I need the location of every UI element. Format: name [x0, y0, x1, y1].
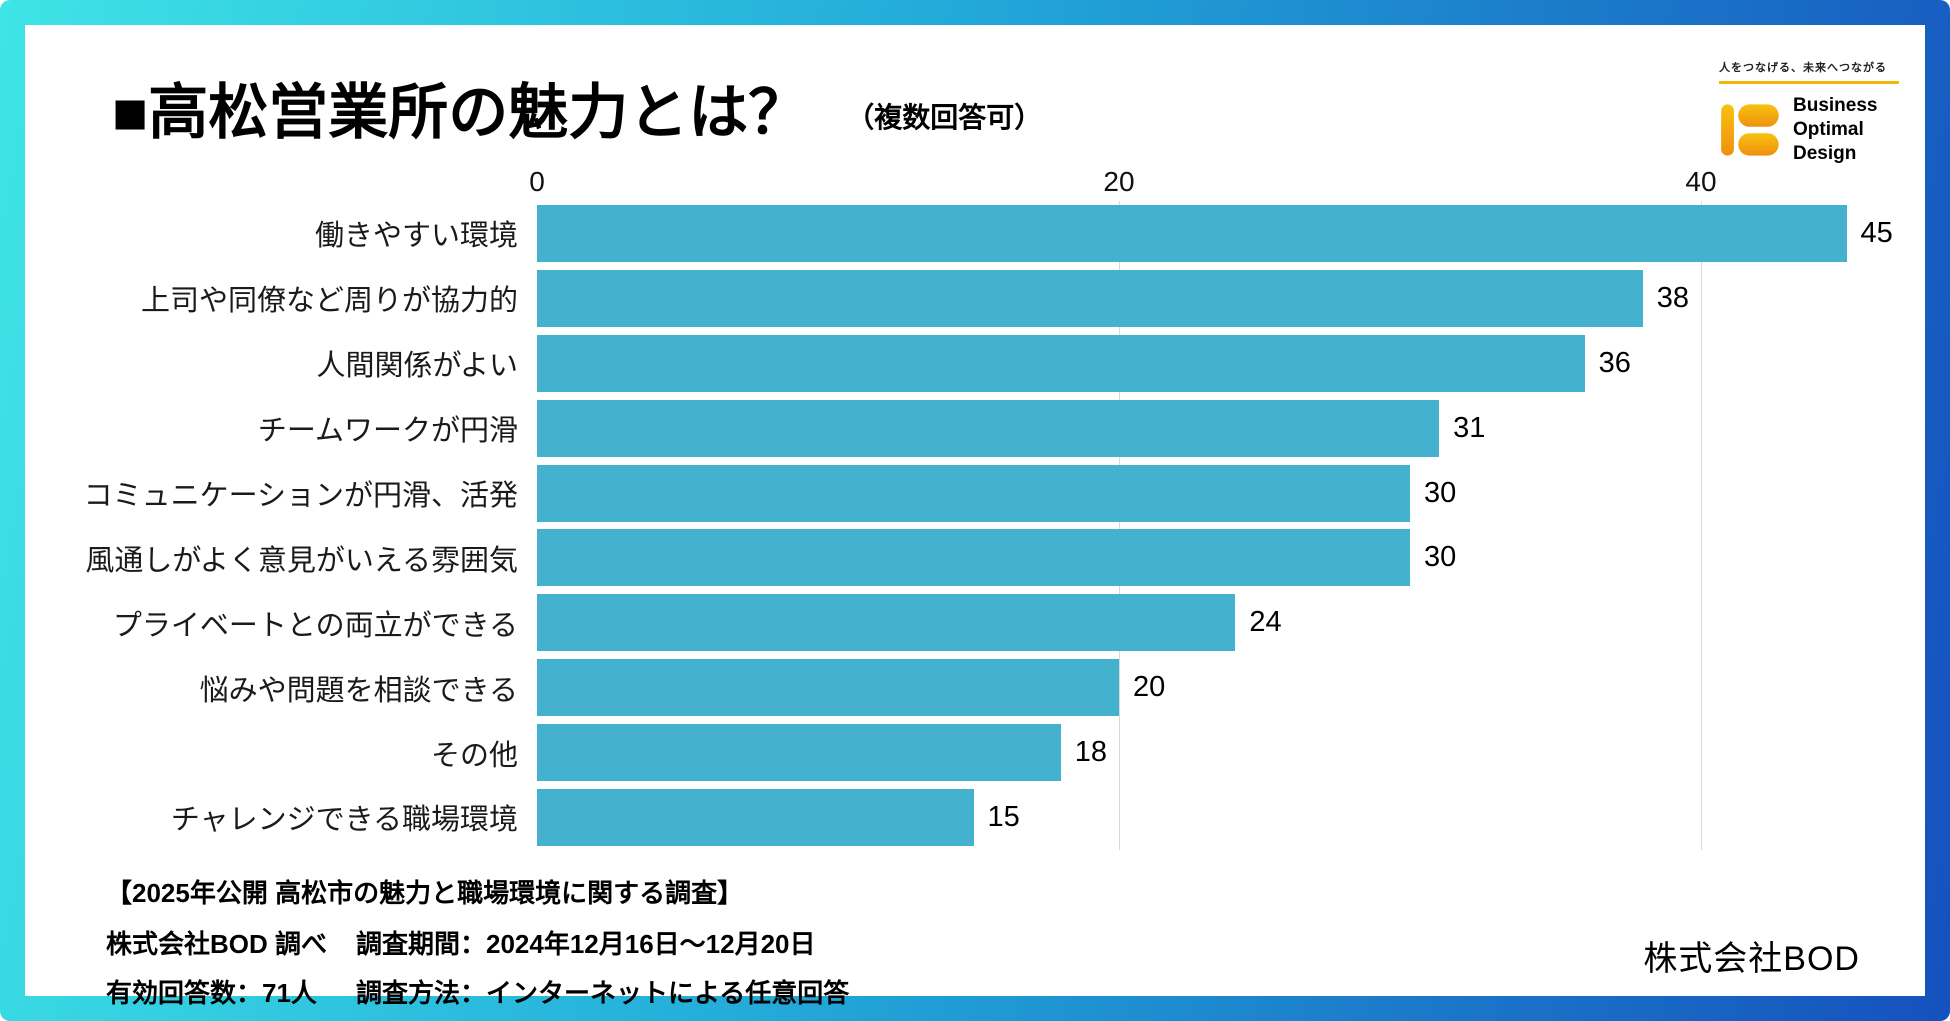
- bar: [537, 724, 1061, 782]
- bar-area: 30: [537, 461, 1925, 526]
- bar: [537, 594, 1236, 652]
- chart-row: 働きやすい環境 45: [25, 201, 1925, 266]
- header: ■高松営業所の魅力とは？ （複数回答可）: [112, 81, 1042, 144]
- logo-row: Business Optimal Design: [1719, 94, 1899, 165]
- survey-footnote: 【2025年公開 高松市の魅力と職場環境に関する調査】 株式会社BOD 調べ 調…: [106, 873, 849, 1021]
- page-title: ■高松営業所の魅力とは？: [112, 79, 809, 146]
- survey-source: 株式会社BOD 調べ: [106, 929, 328, 959]
- value-label: 30: [1424, 476, 1457, 509]
- bar: [537, 659, 1119, 717]
- bar-area: 30: [537, 525, 1925, 590]
- chart-row: その他 18: [25, 720, 1925, 785]
- survey-title: 【2025年公開 高松市の魅力と職場環境に関する調査】: [106, 878, 744, 908]
- chart-rows: 働きやすい環境 45 上司や同僚など周りが協力的 38 人間関係がよい 36 チームワークが…: [25, 201, 1925, 850]
- category-label: 人間関係がよい: [316, 350, 518, 383]
- survey-method: 調査方法：インターネットによる任意回答: [356, 978, 850, 1008]
- value-label: 45: [1860, 216, 1893, 249]
- x-tick-label: 20: [1103, 166, 1135, 197]
- category-label: チャレンジできる職場環境: [170, 804, 518, 837]
- bar-chart: 0 20 40 働きやすい環境 45 上司や同僚など周りが協力的 38 人間関係がよい 36 チ…: [25, 165, 1925, 855]
- logo-name-line-1: Business: [1793, 95, 1878, 116]
- category-label: 上司や同僚など周りが協力的: [140, 285, 518, 318]
- bar-area: 45: [537, 201, 1925, 266]
- category-label: コミュニケーションが円滑、活発: [83, 480, 518, 512]
- bar-area: 24: [537, 590, 1925, 655]
- chart-row: 風通しがよく意見がいえる雰囲気 30: [25, 525, 1925, 590]
- page-subtitle: （複数回答可）: [846, 102, 1043, 133]
- survey-row-2: 有効回答数：71人 調査方法：インターネットによる任意回答: [106, 973, 849, 1010]
- bar-area: 18: [537, 720, 1925, 785]
- company-name: 株式会社BOD: [1643, 940, 1860, 978]
- bar: [537, 464, 1410, 522]
- survey-row-1: 株式会社BOD 調べ 調査期間：2024年12月16日～12月20日: [106, 924, 849, 961]
- bar: [537, 269, 1643, 327]
- logo-name-line-3: Design: [1793, 142, 1857, 164]
- logo-name: Business Optimal Design: [1793, 94, 1877, 165]
- content-panel: ■高松営業所の魅力とは？ （複数回答可） 人をつなげる、未来へつながる: [25, 25, 1925, 1008]
- category-label: プライベートとの両立ができる: [112, 609, 518, 642]
- bod-logo: 人をつなげる、未来へつながる: [1719, 59, 1899, 165]
- bod-logo-icon: [1719, 98, 1783, 162]
- value-label: 20: [1133, 671, 1166, 704]
- value-label: 30: [1424, 541, 1457, 574]
- bar: [537, 788, 974, 846]
- bar-area: 15: [537, 785, 1925, 850]
- value-label: 31: [1453, 411, 1486, 444]
- chart-row: チャレンジできる職場環境 15: [25, 785, 1925, 850]
- bar-area: 20: [537, 655, 1925, 720]
- chart-row: 人間関係がよい 36: [25, 331, 1925, 396]
- survey-respondents: 有効回答数：71人: [106, 978, 317, 1008]
- x-tick-label: 40: [1685, 166, 1717, 197]
- gridline: [1701, 201, 1702, 850]
- bar: [537, 529, 1410, 587]
- value-label: 38: [1656, 281, 1690, 314]
- logo-name-line-2: Optimal: [1793, 118, 1864, 140]
- bar: [537, 334, 1585, 392]
- chart-row: チームワークが円滑 31: [25, 396, 1925, 461]
- logo-tagline: 人をつなげる、未来へつながる: [1719, 59, 1899, 84]
- chart-row: 悩みや問題を相談できる 20: [25, 655, 1925, 720]
- gridline: [1119, 201, 1120, 850]
- x-tick-label: 0: [529, 166, 545, 197]
- bar-area: 38: [537, 266, 1925, 331]
- category-label: その他: [430, 739, 518, 772]
- x-axis: 0 20 40: [529, 165, 1926, 201]
- bar-area: 36: [537, 331, 1925, 396]
- survey-period: 調査期間：2024年12月16日～12月20日: [356, 929, 816, 959]
- value-label: 36: [1598, 346, 1631, 379]
- value-label: 24: [1249, 606, 1282, 639]
- chart-row: プライベートとの両立ができる 24: [25, 590, 1925, 655]
- bar: [537, 399, 1440, 457]
- category-label: 風通しがよく意見がいえる雰囲気: [85, 544, 518, 577]
- bar: [537, 204, 1847, 262]
- category-label: 働きやすい環境: [314, 220, 518, 253]
- value-label: 18: [1074, 736, 1108, 769]
- category-label: チームワークが円滑: [257, 415, 518, 448]
- bar-area: 31: [537, 396, 1925, 461]
- category-label: 悩みや問題を相談できる: [199, 674, 518, 707]
- value-label: 15: [987, 800, 1020, 833]
- chart-row: コミュニケーションが円滑、活発 30: [25, 461, 1925, 526]
- chart-row: 上司や同僚など周りが協力的 38: [25, 266, 1925, 331]
- gridlines: [537, 201, 1926, 850]
